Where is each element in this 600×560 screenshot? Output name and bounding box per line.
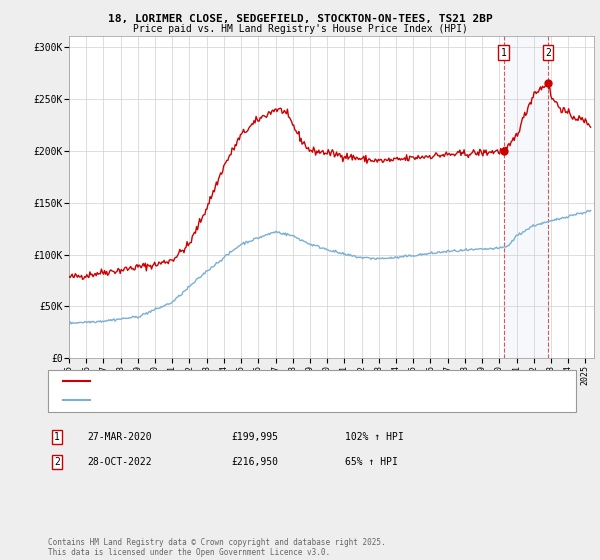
Text: 28-OCT-2022: 28-OCT-2022 [87,457,152,467]
Text: Price paid vs. HM Land Registry's House Price Index (HPI): Price paid vs. HM Land Registry's House … [133,24,467,34]
Text: £216,950: £216,950 [231,457,278,467]
Text: 102% ↑ HPI: 102% ↑ HPI [345,432,404,442]
Text: 1: 1 [500,48,506,58]
Text: 2: 2 [545,48,551,58]
Text: 65% ↑ HPI: 65% ↑ HPI [345,457,398,467]
Bar [503,36,548,358]
Text: 18, LORIMER CLOSE, SEDGEFIELD, STOCKTON-ON-TEES, TS21 2BP (semi-detached house): 18, LORIMER CLOSE, SEDGEFIELD, STOCKTON-… [96,377,481,386]
Text: 1: 1 [54,432,60,442]
Text: 27-MAR-2020: 27-MAR-2020 [87,432,152,442]
Text: Contains HM Land Registry data © Crown copyright and database right 2025.
This d: Contains HM Land Registry data © Crown c… [48,538,386,557]
Text: HPI: Average price, semi-detached house, County Durham: HPI: Average price, semi-detached house,… [96,395,359,404]
Text: 2: 2 [54,457,60,467]
Text: 18, LORIMER CLOSE, SEDGEFIELD, STOCKTON-ON-TEES, TS21 2BP: 18, LORIMER CLOSE, SEDGEFIELD, STOCKTON-… [107,14,493,24]
Text: £199,995: £199,995 [231,432,278,442]
